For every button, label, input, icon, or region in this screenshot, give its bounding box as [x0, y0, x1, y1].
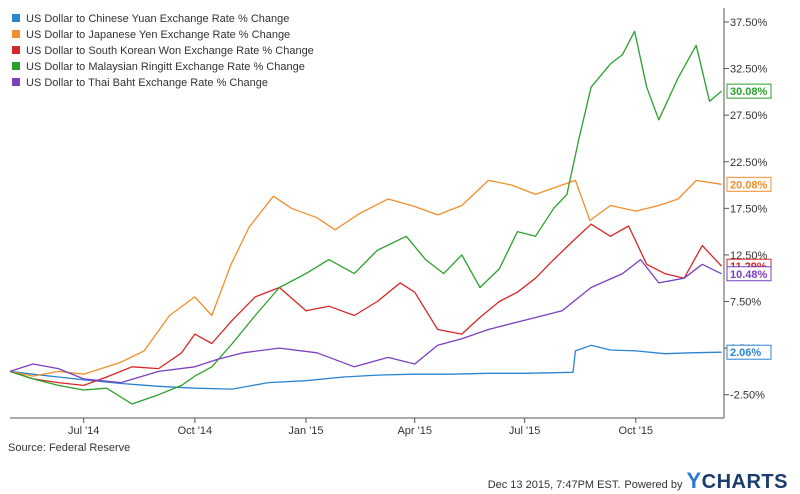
- y-tick-label: 32.50%: [730, 64, 768, 76]
- legend-swatch: [12, 46, 20, 54]
- y-axis: -2.50%2.50%7.50%12.50%17.50%22.50%27.50%…: [724, 17, 768, 402]
- legend-label: US Dollar to Japanese Yen Exchange Rate …: [26, 29, 290, 41]
- series-end-labels: 2.06%20.08%11.29%30.08%10.48%: [726, 83, 772, 360]
- legend-label: US Dollar to Chinese Yuan Exchange Rate …: [26, 13, 289, 25]
- end-label-value: 10.48%: [730, 269, 768, 281]
- powered-by-label: Powered by: [624, 479, 683, 491]
- y-tick-label: 17.50%: [730, 203, 768, 215]
- x-tick-label: Jul '15: [509, 425, 540, 437]
- legend-swatch: [12, 62, 20, 70]
- x-tick-label: Jan '15: [288, 425, 323, 437]
- ycharts-logo[interactable]: YCHARTS: [686, 468, 788, 494]
- y-tick-label: 37.50%: [730, 17, 768, 29]
- end-label-box: [726, 266, 772, 282]
- legend-label: US Dollar to South Korean Won Exchange R…: [26, 45, 314, 57]
- end-label-value: 30.08%: [730, 86, 768, 98]
- legend-label: US Dollar to Malaysian Ringitt Exchange …: [26, 61, 305, 73]
- legend-swatch: [12, 30, 20, 38]
- legend-swatch: [12, 78, 20, 86]
- series-line-0: [9, 344, 722, 390]
- legend-label: US Dollar to Thai Baht Exchange Rate % C…: [26, 77, 268, 89]
- series-line-1: [9, 179, 722, 377]
- x-tick-label: Oct '14: [178, 425, 213, 437]
- end-label-box: [726, 83, 772, 99]
- y-tick-label: 7.50%: [730, 297, 761, 309]
- x-tick-label: Oct '15: [619, 425, 654, 437]
- y-tick-label: 27.50%: [730, 110, 768, 122]
- legend: US Dollar to Chinese Yuan Exchange Rate …: [12, 13, 314, 89]
- ycharts-logo-accent: Y: [686, 468, 702, 493]
- series-line-2: [9, 223, 723, 387]
- x-axis: Jul '14 Oct '14 Jan '15 Apr '15 Jul '15 Oct '…: [68, 418, 653, 437]
- series-lines: [9, 30, 723, 405]
- x-tick-label: Apr '15: [397, 425, 432, 437]
- chart-footer: Dec 13 2015, 7:47PM EST. Powered by YCHA…: [488, 468, 788, 494]
- series-line-3: [9, 30, 723, 405]
- y-tick-label: -2.50%: [730, 390, 765, 402]
- end-label-box: [726, 344, 772, 360]
- end-label-value: 2.06%: [730, 347, 761, 359]
- timestamp: Dec 13 2015, 7:47PM EST.: [487, 479, 621, 491]
- ycharts-logo-text: CHARTS: [701, 471, 788, 493]
- legend-swatch: [12, 14, 20, 22]
- plot-frame: [10, 8, 725, 419]
- source-note: Source: Federal Reserve: [8, 442, 131, 454]
- y-tick-label: 22.50%: [730, 157, 768, 169]
- x-tick-label: Jul '14: [68, 425, 99, 437]
- end-label-value: 20.08%: [730, 179, 768, 191]
- end-label-box: [726, 176, 772, 192]
- series-line-4: [9, 258, 722, 384]
